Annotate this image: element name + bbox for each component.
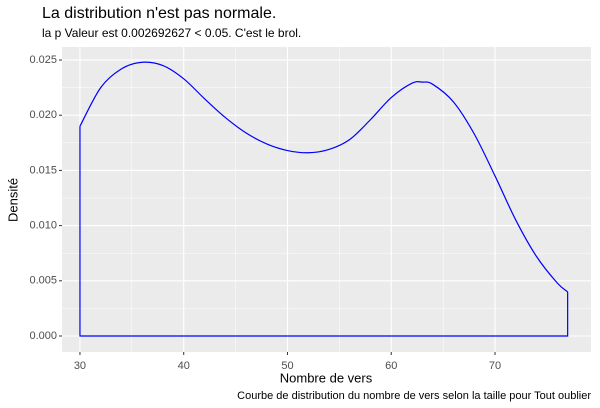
density-outline [79, 126, 569, 337]
caption: Courbe de distribution du nombre de vers… [237, 390, 591, 402]
y-axis-label: Densité [5, 178, 20, 222]
density-curve [79, 61, 569, 293]
y-tick-label: 0.025 [29, 54, 57, 66]
x-axis-label: Nombre de vers [280, 370, 373, 385]
x-tick-label: 70 [489, 360, 501, 372]
chart-subtitle: la p Valeur est 0.002692627 < 0.05. C'es… [42, 26, 301, 40]
x-tick-label: 40 [178, 360, 190, 372]
chart-title: La distribution n'est pas normale. [42, 5, 276, 22]
y-tick-label: 0.000 [29, 330, 57, 342]
y-tick-label: 0.010 [29, 220, 57, 232]
x-tick-label: 50 [281, 360, 293, 372]
y-tick-label: 0.020 [29, 109, 57, 121]
y-tick-label: 0.005 [29, 275, 57, 287]
x-tick-label: 30 [74, 360, 86, 372]
y-tick-label: 0.015 [29, 164, 57, 176]
panel [62, 47, 591, 352]
x-tick-label: 60 [385, 360, 397, 372]
grid [62, 47, 591, 352]
